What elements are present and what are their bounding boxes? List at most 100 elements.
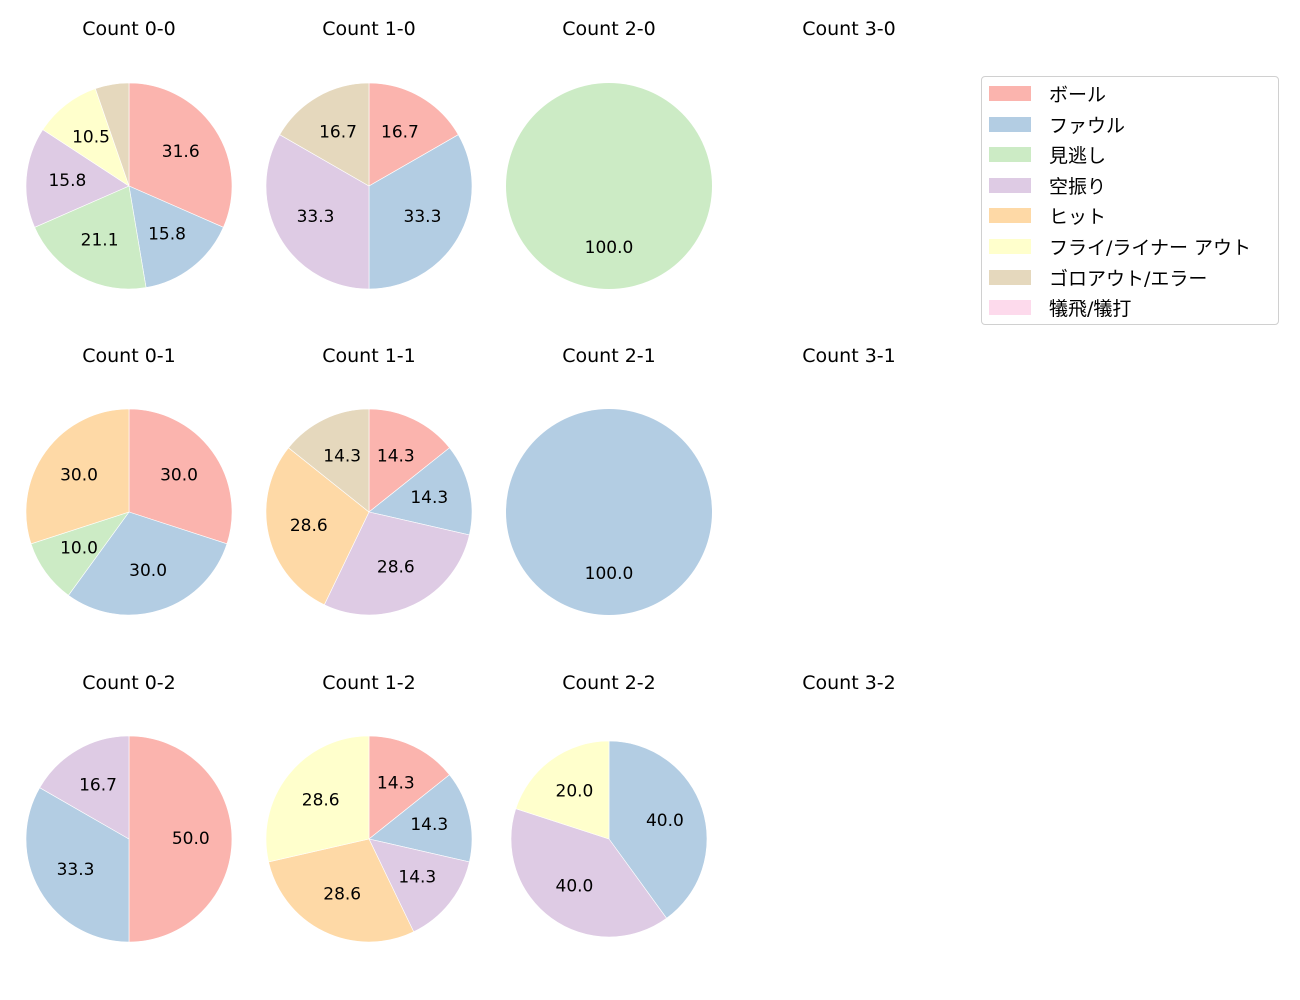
slice-label: 40.0: [646, 811, 684, 831]
pie-slice: [128, 735, 233, 943]
slice-label: 10.0: [60, 538, 98, 558]
chart-title: Count 0-0: [82, 18, 176, 40]
chart-title: Count 1-0: [322, 18, 416, 40]
pie-slice: [265, 134, 370, 290]
pie-slice: [42, 88, 130, 187]
pie-slice: [265, 735, 370, 863]
chart-title: Count 0-1: [82, 345, 176, 367]
pie-slice: [39, 735, 130, 840]
pie-count-0-2: 50.0 33.3 16.7: [25, 735, 233, 943]
slice-label: 15.8: [148, 225, 186, 245]
slice-label: 28.6: [377, 558, 415, 578]
legend-swatch: [989, 146, 1031, 162]
slice-label: 30.0: [160, 466, 198, 486]
slice-label: 16.7: [381, 123, 419, 143]
legend-label: 見逃し: [1049, 144, 1107, 167]
legend: ボール ファウル 見逃し 空振り ヒット フライ/ライナー アウト ゴロアウト/…: [981, 76, 1279, 325]
legend-item-hit: ヒット: [989, 204, 1107, 228]
slice-label: 28.6: [302, 790, 340, 810]
legend-label: ゴロアウト/エラー: [1049, 267, 1208, 290]
pie-count-0-1: 30.0 30.0 10.0 30.0: [25, 408, 233, 616]
chart-title: Count 3-1: [802, 345, 896, 367]
pie-slice: [368, 134, 473, 290]
slice-label: 28.6: [290, 516, 328, 536]
pie-count-0-0: 31.6 15.8 21.1 15.8 10.5: [25, 82, 233, 290]
pie-slice: [368, 408, 450, 513]
pie-count-2-1: 100.0: [506, 409, 712, 615]
legend-item-foul: ファウル: [989, 113, 1126, 137]
pie-slice: [128, 408, 233, 545]
legend-swatch: [989, 116, 1031, 132]
slice-label: 14.3: [323, 446, 361, 466]
pie-slice: [288, 408, 370, 513]
legend-label: フライ/ライナー アウト: [1049, 236, 1252, 259]
slice-label: 33.3: [404, 207, 442, 227]
slice-label: 14.3: [377, 773, 415, 793]
slice-label: 16.7: [79, 776, 117, 796]
legend-label: ボール: [1049, 83, 1107, 106]
slice-label: 50.0: [172, 829, 210, 849]
slice-label: 33.3: [57, 860, 95, 880]
slice-label: 100.0: [585, 238, 634, 258]
pie-slice: [25, 787, 130, 943]
legend-label: 犠飛/犠打: [1049, 297, 1132, 320]
pie-count-2-0: 100.0: [506, 83, 712, 289]
pie-slice: [368, 774, 473, 863]
pie-slice: [515, 740, 610, 840]
legend-item-grounder-out-error: ゴロアウト/エラー: [989, 266, 1208, 290]
legend-label: ファウル: [1049, 114, 1126, 137]
legend-swatch: [989, 177, 1031, 193]
legend-swatch: [989, 269, 1031, 285]
pie-slice: [506, 83, 712, 289]
chart-title: Count 3-0: [802, 18, 896, 40]
slice-label: 30.0: [60, 466, 98, 486]
legend-item-fly-liner-out: フライ/ライナー アウト: [989, 235, 1252, 259]
pie-slice: [128, 185, 224, 288]
pie-slice: [279, 82, 370, 187]
slice-label: 16.7: [319, 123, 357, 143]
pie-count-2-2: 40.0 40.0 20.0: [510, 740, 708, 938]
legend-swatch: [989, 85, 1031, 101]
slice-label: 33.3: [297, 207, 335, 227]
legend-item-sacrifice: 犠飛/犠打: [989, 296, 1132, 320]
pie-slice: [323, 511, 470, 616]
slice-label: 100.0: [585, 564, 634, 584]
slice-label: 40.0: [556, 877, 594, 897]
chart-title: Count 0-2: [82, 672, 176, 694]
pie-slice: [368, 82, 459, 187]
slice-label: 14.3: [398, 868, 436, 888]
pie-slice: [25, 129, 130, 228]
slice-label: 15.8: [48, 171, 86, 191]
legend-swatch: [989, 299, 1031, 315]
pie-slice: [94, 82, 130, 187]
slice-label: 21.1: [81, 230, 119, 250]
chart-title: Count 1-1: [322, 345, 416, 367]
legend-item-called-strike: 見逃し: [989, 143, 1107, 167]
chart-title: Count 2-2: [562, 672, 656, 694]
pie-count-1-1: 14.3 14.3 28.6 28.6 14.3: [265, 408, 473, 616]
slice-label: 14.3: [410, 488, 448, 508]
slice-label: 30.0: [129, 561, 167, 581]
pie-slice: [510, 808, 668, 938]
slice-label: 20.0: [556, 781, 594, 801]
chart-title: Count 2-1: [562, 345, 656, 367]
legend-label: ヒット: [1049, 205, 1107, 228]
pie-count-1-0: 16.7 33.3 33.3 16.7: [265, 82, 473, 290]
pie-slice: [368, 838, 470, 933]
legend-label: 空振り: [1049, 175, 1107, 198]
legend-item-swinging-strike: 空振り: [989, 174, 1107, 198]
chart-title: Count 3-2: [802, 672, 896, 694]
slice-label: 10.5: [72, 127, 110, 147]
pie-slice: [128, 82, 233, 228]
pie-slice: [68, 511, 228, 616]
pie-slice: [368, 735, 450, 840]
slice-label: 28.6: [323, 885, 361, 905]
pie-slice: [34, 185, 147, 290]
chart-title: Count 1-2: [322, 672, 416, 694]
legend-swatch: [989, 207, 1031, 223]
slice-label: 14.3: [377, 446, 415, 466]
pie-count-1-2: 14.3 14.3 14.3 28.6 28.6: [265, 735, 473, 943]
legend-swatch: [989, 238, 1031, 254]
pie-slice: [608, 740, 708, 919]
